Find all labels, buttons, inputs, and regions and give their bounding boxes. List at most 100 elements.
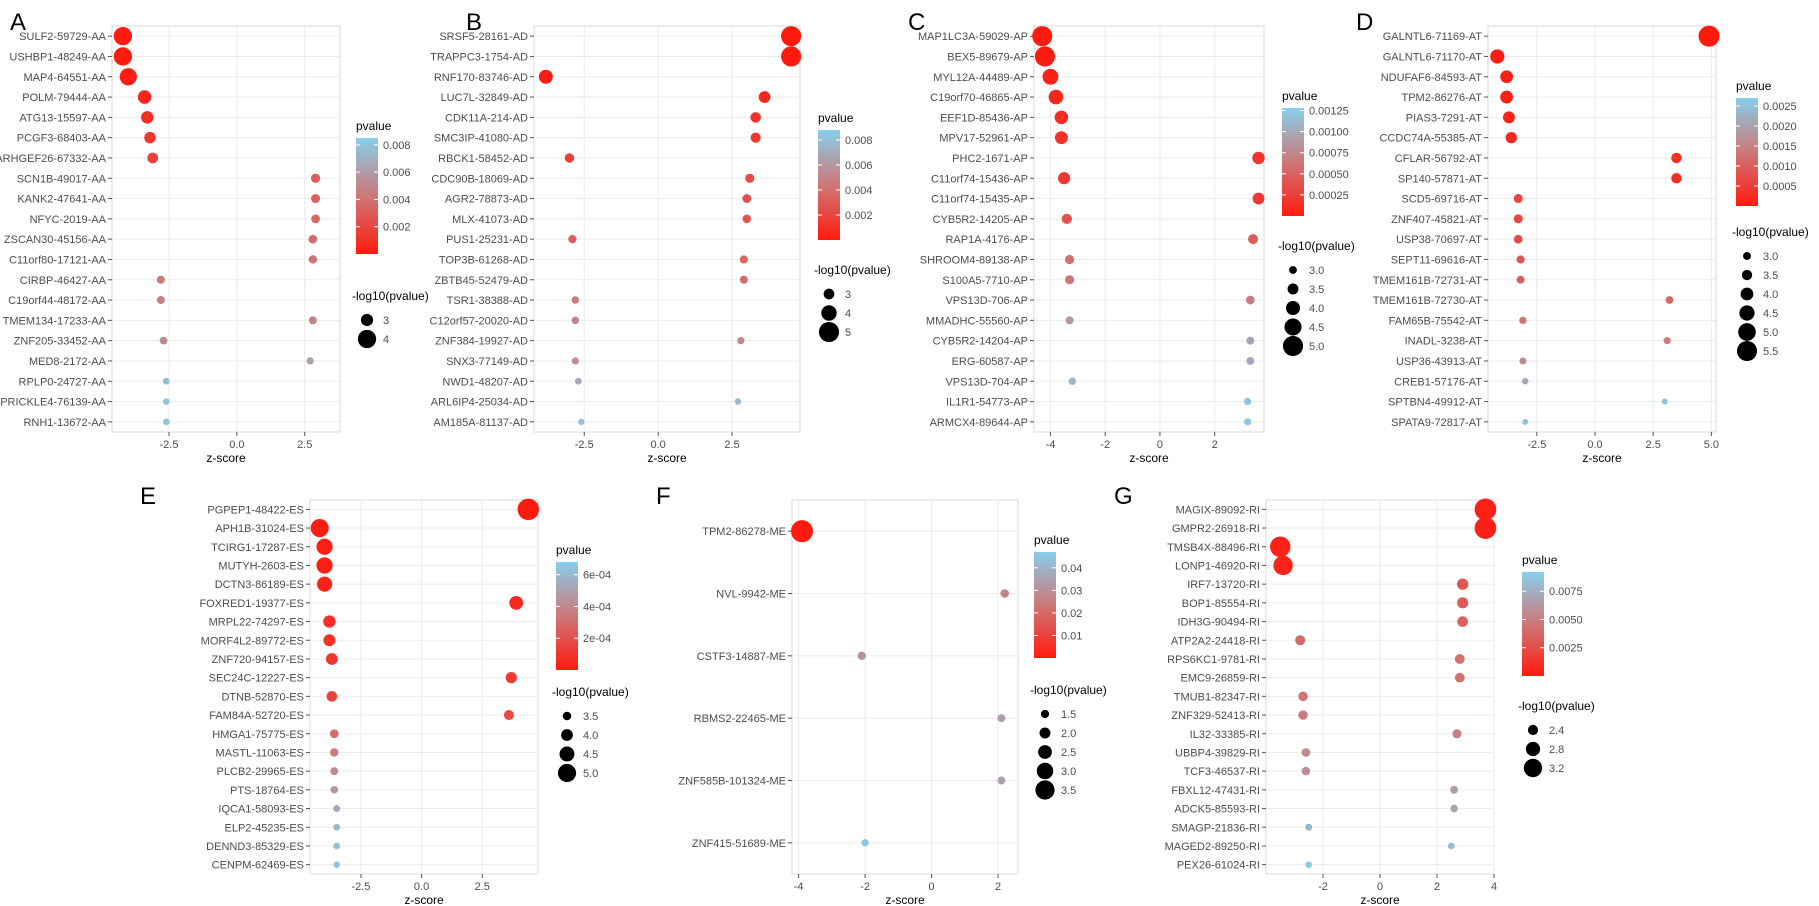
size-legend-dot	[357, 329, 377, 349]
y-tick-label: MAP4-64551-AA	[23, 72, 106, 84]
y-tick-label: DENND3-85329-ES	[206, 841, 304, 853]
data-point	[574, 377, 582, 385]
data-point	[1457, 616, 1469, 627]
y-tick-label: CYB5R2-14204-AP	[933, 336, 1028, 348]
data-point	[1454, 672, 1465, 683]
x-tick-label: 0.0	[1587, 439, 1602, 451]
data-point	[1065, 275, 1075, 285]
y-tick-label: MAP1LC3A-59029-AP	[918, 31, 1028, 43]
plot-area	[1487, 25, 1717, 433]
y-tick-label: SMAGP-21836-RI	[1171, 822, 1260, 834]
data-point	[144, 131, 156, 144]
y-tick-label: ARHGEF26-67332-AA	[0, 153, 107, 165]
y-tick-label: BOP1-85554-RI	[1182, 598, 1260, 610]
size-legend-label: 4.5	[1763, 308, 1778, 320]
colorbar-label: 0.004	[383, 194, 411, 206]
data-point	[329, 729, 339, 739]
y-tick-label: NFYC-2019-AA	[30, 214, 107, 226]
x-axis-title: z-score	[404, 893, 444, 906]
y-tick-label: INADL-3238-AT	[1405, 336, 1483, 348]
data-point	[1273, 555, 1293, 576]
colorbar-label: 0.01	[1061, 630, 1082, 642]
y-tick-label: TPM2-86276-AT	[1402, 92, 1483, 104]
y-tick-label: SHROOM4-89138-AP	[920, 254, 1028, 266]
y-tick-label: CCDC74A-55385-AT	[1379, 133, 1482, 145]
colorbar-label: 0.03	[1061, 585, 1082, 597]
data-point	[1061, 213, 1073, 224]
size-legend-dot	[1289, 266, 1297, 274]
data-point	[1513, 214, 1523, 224]
y-tick-label: EMC9-26859-RI	[1181, 673, 1260, 685]
data-point	[1454, 654, 1465, 664]
data-point	[739, 275, 748, 284]
data-point	[568, 234, 577, 244]
y-tick-label: EEF1D-85436-AP	[940, 112, 1028, 124]
data-point	[571, 296, 580, 304]
data-point	[1252, 151, 1265, 165]
y-tick-label: SPTBN4-49912-AT	[1388, 397, 1482, 409]
size-legend-dot	[1282, 335, 1304, 357]
data-point	[1452, 729, 1462, 739]
y-tick-label: ZSCAN30-45156-AA	[4, 234, 107, 246]
y-tick-label: IL32-33385-RI	[1190, 729, 1260, 741]
panel-label: F	[656, 483, 671, 510]
colorbar-label: 0.004	[845, 185, 873, 197]
size-legend-dot	[1741, 269, 1753, 281]
data-point	[113, 26, 133, 46]
data-point	[162, 398, 170, 405]
colorbar-label: 6e-04	[583, 570, 611, 582]
y-tick-label: POLM-79444-AA	[22, 92, 106, 104]
colorbar-label: 0.00025	[1309, 190, 1349, 202]
y-tick-label: TRAPPC3-1754-AD	[430, 51, 528, 63]
y-tick-label: SPATA9-72817-AT	[1391, 417, 1482, 429]
y-tick-label: ZBTB45-52479-AD	[434, 275, 528, 287]
data-point	[1301, 748, 1311, 757]
plot-area	[791, 499, 1019, 875]
data-point	[113, 47, 133, 66]
x-tick-label: -2.5	[575, 439, 594, 451]
data-point	[323, 615, 336, 628]
x-tick-label: 0.0	[229, 439, 244, 451]
data-point	[1064, 254, 1075, 265]
size-legend-label: 3.2	[1549, 763, 1564, 775]
plot-area	[111, 25, 341, 433]
y-tick-label: CIRBP-46427-AA	[20, 275, 107, 287]
y-tick-label: ATP2A2-24418-RI	[1171, 635, 1260, 647]
x-tick-label: 2	[995, 881, 1001, 893]
y-tick-label: PUS1-25231-AD	[446, 234, 528, 246]
y-tick-label: MPV17-52961-AP	[939, 133, 1028, 145]
y-tick-label: FAM84A-52720-ES	[209, 710, 304, 722]
colorbar-label: 0.0075	[1549, 586, 1583, 598]
data-point	[119, 68, 137, 86]
x-tick-label: -2	[1100, 439, 1110, 451]
x-tick-label: -4	[794, 881, 804, 893]
y-tick-label: PCGF3-68403-AA	[17, 133, 107, 145]
size-legend-dot	[823, 288, 835, 300]
plot-area	[309, 499, 539, 875]
data-point	[137, 90, 152, 104]
y-tick-label: SRSF5-28161-AD	[439, 31, 528, 43]
colorbar-label: 0.0025	[1549, 643, 1583, 655]
data-point	[316, 576, 333, 592]
data-point	[734, 398, 742, 405]
colorbar	[1282, 108, 1304, 216]
data-point	[1068, 377, 1077, 386]
y-tick-label: RBMS2-22465-ME	[694, 713, 786, 725]
data-point	[745, 173, 755, 183]
y-tick-label: ZNF205-33452-AA	[14, 336, 107, 348]
size-legend-dot	[1738, 323, 1756, 341]
size-legend-label: 5.0	[583, 768, 598, 780]
data-point	[739, 255, 748, 264]
data-point	[333, 842, 341, 850]
data-point	[781, 26, 802, 47]
data-point	[162, 377, 170, 385]
data-point	[1513, 234, 1523, 244]
data-point	[310, 173, 321, 183]
data-point	[162, 418, 170, 426]
x-tick-label: 4	[1491, 881, 1497, 893]
colorbar-label: 0.006	[383, 167, 411, 179]
y-tick-label: DTNB-52870-ES	[221, 691, 304, 703]
data-point	[1243, 418, 1252, 426]
size-legend-label: 4.5	[1309, 322, 1324, 334]
data-point	[1500, 70, 1514, 84]
